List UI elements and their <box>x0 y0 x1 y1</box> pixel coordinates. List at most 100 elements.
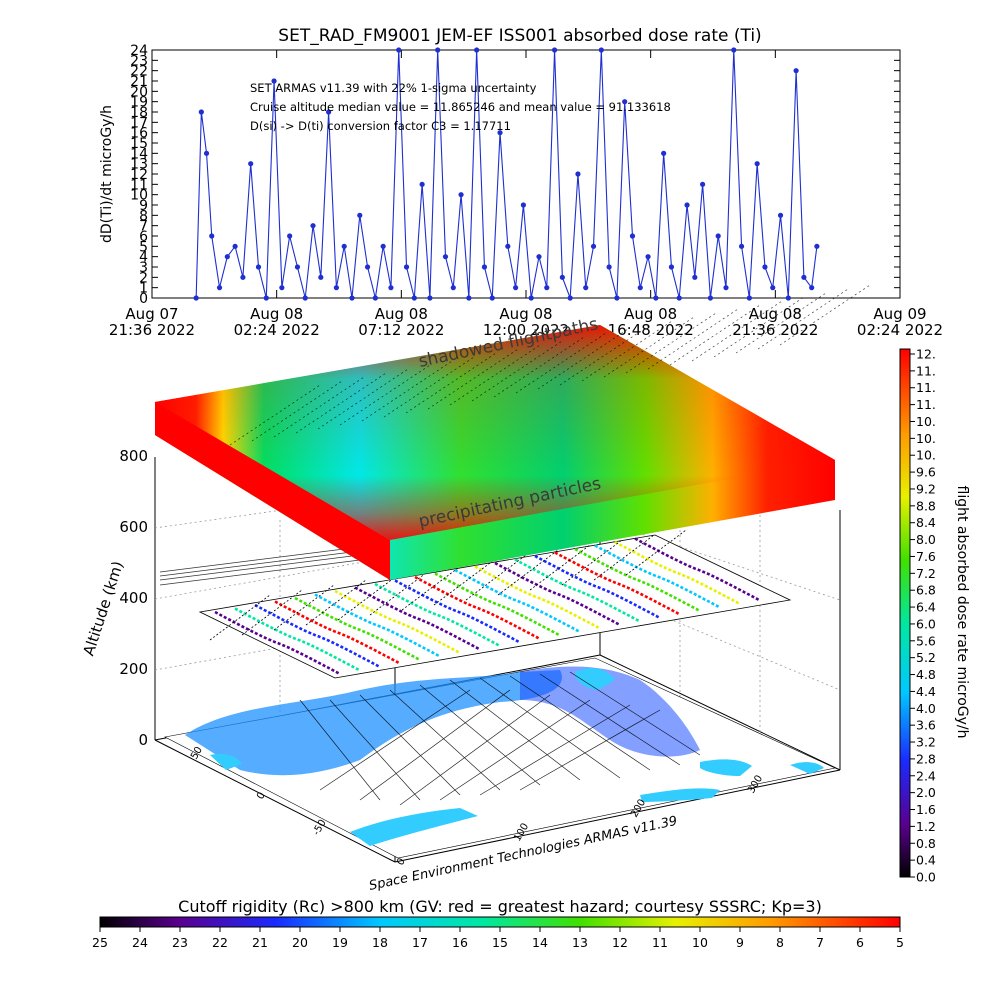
slab-track <box>273 376 365 438</box>
dose-colorbar-tick-label: 4.8 <box>916 667 936 682</box>
y-tick-label: 24 <box>130 43 148 59</box>
data-point <box>333 285 340 291</box>
y-axis-label: dD(Ti)/dt microGy/h <box>99 105 115 243</box>
y-tick-label: 17 <box>130 115 148 131</box>
dose-colorbar-tick-label: 11. <box>916 380 936 395</box>
x-tick-time: 21:36 2022 <box>109 321 195 339</box>
data-point <box>481 264 488 270</box>
dose-colorbar-tick-label: 4.4 <box>916 684 936 699</box>
data-point <box>364 264 371 270</box>
rc-colorbar-tick-label: 25 <box>92 935 108 950</box>
x-tick-date: Aug 09 <box>873 305 926 323</box>
flightpath-track <box>394 579 521 644</box>
flightpath-track <box>254 603 381 669</box>
annotation-line-3: D(si) -> D(ti) conversion factor C3 = 1.… <box>250 119 511 133</box>
data-point <box>668 264 675 270</box>
data-point <box>248 161 254 167</box>
dose-colorbar-tick-label: 1.6 <box>916 802 936 817</box>
data-point <box>536 254 542 260</box>
slab-track <box>757 288 849 350</box>
rc-colorbar-tick-label: 7 <box>816 935 824 950</box>
globe-3d-panel: Altitude (km) 0 200 400 600 800 50 0 -50 <box>79 284 871 894</box>
data-point <box>203 150 210 156</box>
series-line <box>193 47 820 301</box>
data-point <box>598 47 604 53</box>
y-tick-label: 23 <box>130 53 148 69</box>
data-point <box>240 274 246 280</box>
y-tick-label: 22 <box>130 64 148 80</box>
data-point <box>255 264 262 270</box>
data-point <box>629 233 636 239</box>
data-point <box>684 202 690 208</box>
data-point <box>567 295 573 301</box>
data-point <box>427 295 433 301</box>
alt-tick-800: 800 <box>119 447 148 465</box>
flightpath-grid-line <box>497 549 559 596</box>
data-point <box>216 285 223 291</box>
flightpath-track <box>414 575 541 641</box>
rc-colorbar-tick-label: 15 <box>492 935 508 950</box>
dose-colorbar-tick-label: 2.4 <box>916 768 936 783</box>
dose-colorbar-tick-label: 9.6 <box>916 465 936 480</box>
alt-tick-400: 400 <box>119 589 148 607</box>
x-tick-date: Aug 08 <box>375 305 428 323</box>
data-point <box>271 78 277 84</box>
flightpath-track <box>434 572 561 637</box>
slab-track <box>295 372 387 434</box>
rc-colorbar-strip <box>99 916 901 928</box>
x-tick-time: 02:24 2022 <box>234 321 320 339</box>
x-tick-time: 07:12 2022 <box>358 321 444 339</box>
slab-track <box>691 300 783 362</box>
data-point <box>279 285 285 291</box>
flightpath-track <box>574 547 701 613</box>
data-point <box>263 295 269 301</box>
flightpath-grid-line <box>273 584 335 631</box>
data-point <box>357 212 363 218</box>
data-point <box>754 161 760 167</box>
slab-track <box>669 304 761 366</box>
y-tick-label: 7 <box>139 219 148 235</box>
rc-colorbar-tick-label: 24 <box>132 935 148 950</box>
dose-colorbar-tick-label: 11. <box>916 397 936 412</box>
data-point <box>676 295 682 301</box>
data-point <box>287 233 293 239</box>
data-point <box>435 47 441 53</box>
y-tick-label: 0 <box>139 291 148 307</box>
rc-colorbar-tick-label: 21 <box>252 935 268 950</box>
altitude-label: Altitude (km) <box>79 559 127 658</box>
data-point <box>450 285 456 291</box>
y-tick-label: 10 <box>130 188 148 204</box>
rc-colorbar-tick-label: 9 <box>736 935 744 950</box>
data-point <box>474 47 480 53</box>
line-chart-title: SET_RAD_FM9001 JEM-EF ISS001 absorbed do… <box>278 26 761 46</box>
x-tick-date: Aug 08 <box>499 305 552 323</box>
flightpath-grid-line <box>593 534 655 581</box>
data-point <box>637 285 643 291</box>
data-point <box>738 243 745 249</box>
y-tick-label: 18 <box>130 105 148 121</box>
slab-track <box>647 308 739 370</box>
flightpath-grid-line <box>529 544 591 591</box>
dose-colorbar-tick-label: 3.6 <box>916 718 936 733</box>
data-point <box>707 295 714 301</box>
data-point <box>294 264 301 270</box>
data-point <box>575 171 581 177</box>
dose-colorbar-tick-label: 0.4 <box>916 853 936 868</box>
flightpath-track <box>274 600 401 665</box>
data-point <box>372 295 378 301</box>
slab-track <box>537 328 629 390</box>
flightpath-track <box>234 607 361 672</box>
dose-colorbar-tick-label: 3.2 <box>916 735 936 750</box>
rc-colorbar-tick-label: 6 <box>856 935 864 950</box>
rc-colorbar-tick-label: 14 <box>532 935 548 950</box>
dose-colorbar-tick-label: 12. <box>916 347 936 362</box>
rc-colorbar-tick-label: 16 <box>452 935 468 950</box>
series-polyline <box>195 49 818 299</box>
flightpath-track <box>594 544 721 609</box>
data-point <box>583 285 589 291</box>
data-point <box>590 243 597 249</box>
data-point <box>326 109 332 115</box>
rc-colorbar-tick-label: 23 <box>172 935 188 950</box>
data-point <box>198 109 204 115</box>
slab-track <box>339 364 431 426</box>
